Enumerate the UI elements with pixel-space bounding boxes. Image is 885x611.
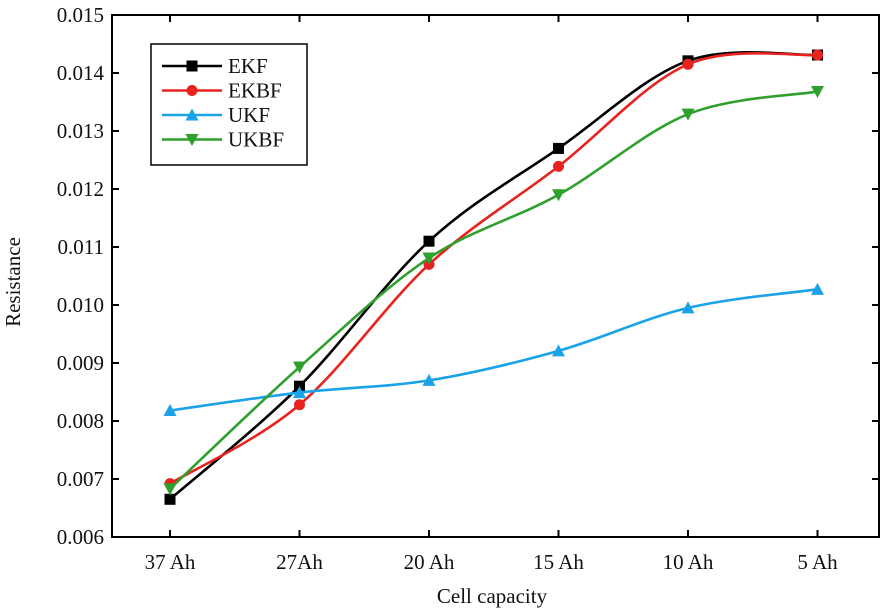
data-point-ukbf [422, 252, 436, 265]
legend-label-ukbf: UKBF [228, 128, 284, 152]
series-ukbf [163, 86, 824, 496]
legend-marker-ukf [185, 108, 199, 121]
series-ekbf [164, 49, 823, 490]
legend-label-ekbf: EKBF [228, 79, 282, 103]
series-line-ukf [169, 288, 818, 412]
data-point-ukbf [293, 361, 306, 374]
x-tick-label: 15 Ah [533, 550, 584, 574]
data-point-ukbf [681, 108, 695, 121]
data-point-ukf [422, 373, 436, 386]
data-point-ekf [423, 235, 435, 247]
plot-border [111, 14, 880, 538]
legend-box [150, 43, 308, 166]
data-point-ukf [681, 301, 695, 314]
data-point-ukf [811, 282, 824, 295]
x-tick-label: 10 Ah [663, 550, 714, 574]
data-point-ukbf [163, 483, 177, 496]
legend-label-ekf: EKF [228, 54, 268, 78]
x-tick-label: 27Ah [276, 550, 323, 574]
data-point-ukbf [552, 189, 565, 202]
y-tick-label: 0.009 [57, 351, 104, 375]
data-point-ekbf [553, 160, 564, 172]
y-axis-title: Resistance [1, 237, 25, 327]
y-tick-label: 0.006 [57, 525, 104, 549]
legend-label-ukf: UKF [228, 103, 270, 127]
x-axis: 37 Ah 27Ah 20 Ah 15 Ah 10 Ah 5 Ah [145, 15, 838, 574]
data-point-ekbf [812, 49, 823, 61]
data-point-ekf [553, 142, 564, 154]
y-tick-label: 0.012 [57, 177, 104, 201]
x-tick-label: 20 Ah [404, 550, 455, 574]
y-tick-label: 0.010 [57, 293, 104, 317]
series-line-ekbf [169, 51, 818, 485]
data-point-ukbf [811, 86, 824, 99]
data-point-ukf [163, 404, 177, 417]
legend-marker-ukbf [185, 134, 199, 146]
y-tick-label: 0.011 [58, 235, 104, 259]
series-layer [163, 49, 824, 505]
data-point-ukf [293, 386, 306, 399]
y-tick-label: 0.014 [57, 61, 105, 85]
plot-frame [111, 14, 880, 538]
x-tick-label: 5 Ah [797, 550, 838, 574]
y-tick-label: 0.015 [57, 3, 104, 27]
x-axis-title: Cell capacity [437, 584, 548, 608]
legend-marker-ekf [186, 60, 198, 72]
x-tick-label: 37 Ah [145, 550, 196, 574]
legend-marker-ekbf [186, 85, 198, 96]
series-ukf [163, 282, 824, 417]
data-point-ekf [164, 493, 176, 505]
y-tick-label: 0.007 [57, 467, 104, 491]
data-point-ukf [552, 344, 565, 357]
data-point-ekbf [294, 399, 305, 411]
data-point-ekbf [682, 58, 694, 70]
y-tick-label: 0.008 [57, 409, 104, 433]
y-tick-label: 0.013 [57, 119, 104, 143]
y-axis: 0.006 0.007 0.008 0.009 0.010 0.011 0.012 0.013… [57, 3, 879, 549]
